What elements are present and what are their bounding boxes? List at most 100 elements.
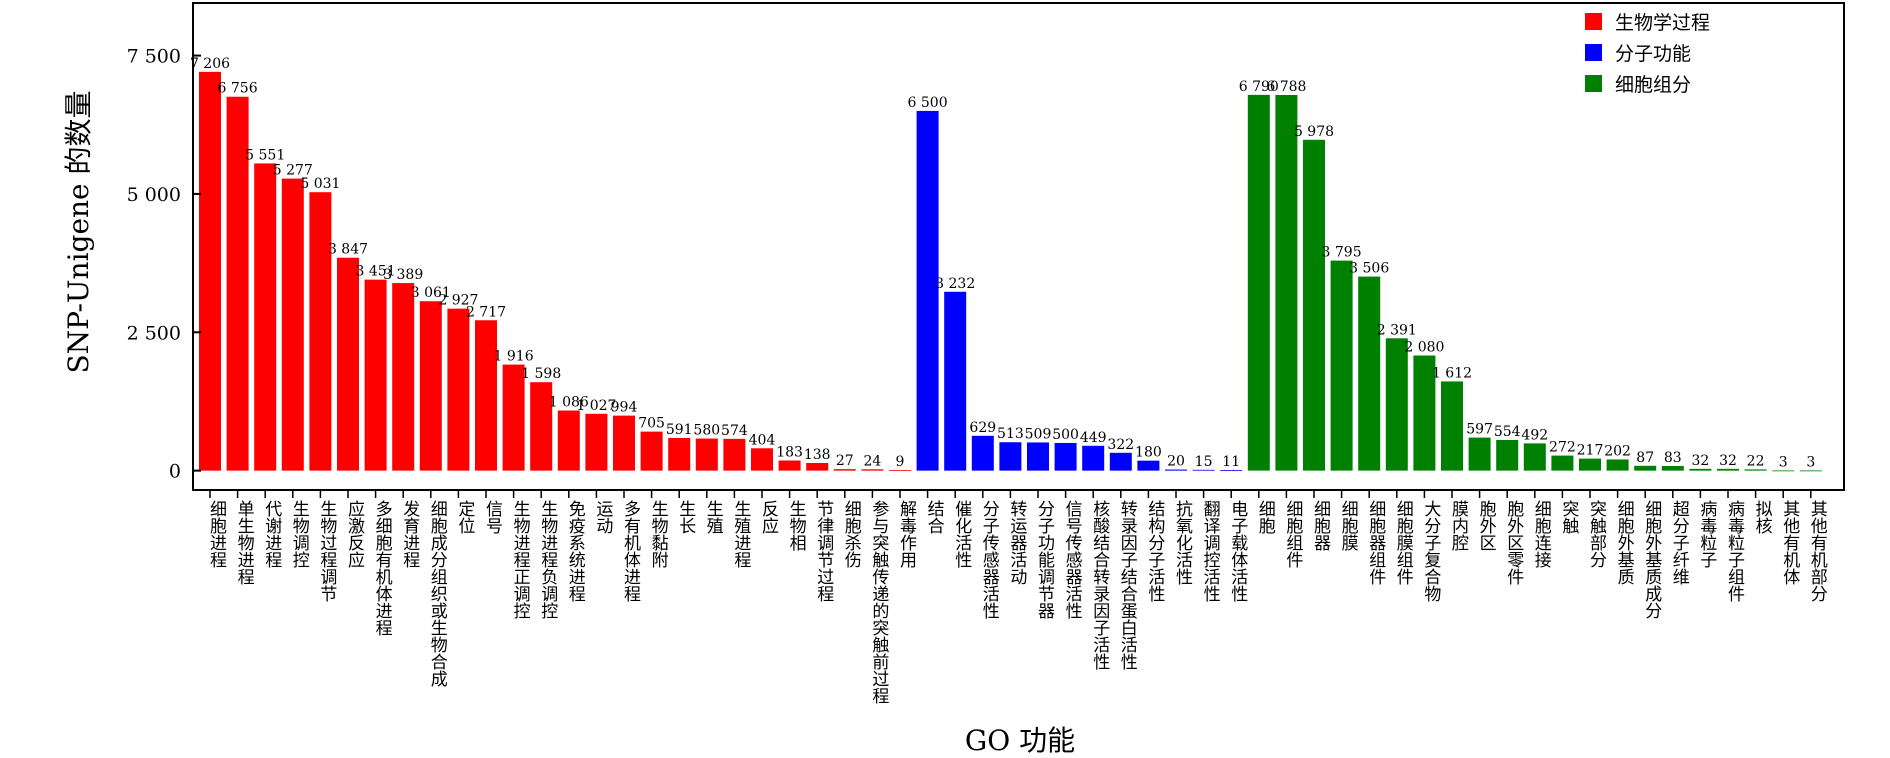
x-tick-label: 胞外区: [1476, 500, 1497, 551]
bar-value-label: 22: [1747, 453, 1765, 469]
legend-label: 分子功能: [1615, 43, 1691, 65]
bar: [1799, 470, 1822, 472]
bar-value-label: 3: [1806, 454, 1815, 470]
x-tick-label: 分子传感器活性: [979, 500, 1000, 619]
bar-value-label: 27: [836, 453, 854, 469]
x-tick-label: 结构分子活性: [1144, 500, 1165, 602]
bar-value-label: 3 061: [411, 285, 451, 301]
y-tick-label: 5 000: [127, 184, 181, 206]
y-axis-title: SNP-Unigene 的数量: [62, 90, 95, 373]
x-tick-label: 代谢进程: [261, 500, 282, 568]
x-tick-label: 突触部分: [1586, 500, 1607, 568]
bar: [1772, 470, 1795, 472]
bar: [1717, 468, 1739, 471]
x-tick-label: 信号传感器活性: [1062, 500, 1083, 619]
bar: [806, 462, 829, 471]
x-tick-label: 超分子纤维: [1669, 500, 1690, 585]
bar: [1606, 459, 1629, 471]
legend-label: 细胞组分: [1615, 74, 1691, 96]
x-tick-label: 其他有机部分: [1807, 500, 1828, 602]
legend-swatch: [1585, 75, 1602, 92]
bar-value-label: 3: [1779, 454, 1788, 470]
bar-value-label: 322: [1107, 437, 1134, 453]
x-tick-label: 其他有机体: [1779, 500, 1800, 585]
bar: [916, 110, 939, 471]
bar-value-label: 32: [1719, 453, 1737, 469]
bar-value-label: 15: [1195, 454, 1213, 470]
x-tick-label: 细胞进程: [206, 500, 227, 568]
bar-value-label: 183: [776, 445, 803, 461]
bar: [1109, 452, 1132, 471]
bar: [309, 192, 332, 471]
bar-value-label: 509: [1025, 426, 1052, 442]
bar: [695, 438, 718, 471]
bar-value-label: 217: [1577, 443, 1604, 459]
x-tick-label: 解毒作用: [896, 500, 917, 569]
x-tick-label: 生物调控: [289, 500, 310, 568]
bar: [1247, 94, 1270, 471]
bar: [668, 437, 691, 471]
bar: [1137, 460, 1160, 471]
bar-value-label: 3 389: [383, 267, 423, 283]
bar-value-label: 20: [1167, 454, 1185, 470]
bar-value-label: 2 717: [466, 304, 506, 320]
bar: [1027, 442, 1049, 471]
bar: [337, 257, 359, 471]
bar: [254, 163, 277, 471]
bar: [1413, 355, 1436, 471]
bar-value-label: 87: [1636, 450, 1654, 466]
bar-value-label: 3 506: [1349, 261, 1389, 277]
x-tick-label: 转录因子结合蛋白活性: [1117, 500, 1138, 670]
bar: [723, 438, 746, 471]
x-tick-label: 细胞: [1255, 500, 1276, 535]
bar-value-label: 1 027: [576, 398, 616, 414]
bar: [1303, 139, 1325, 471]
bar-value-label: 24: [863, 453, 881, 469]
x-tick-label: 生殖进程: [730, 500, 751, 568]
bar-value-label: 404: [749, 432, 776, 448]
bar: [502, 364, 525, 471]
x-tick-label: 细胞膜: [1338, 500, 1359, 552]
bar-value-label: 3 451: [356, 264, 396, 280]
x-tick-label: 膜内腔: [1448, 500, 1469, 552]
x-tick-label: 发育进程: [399, 500, 420, 568]
bar-value-label: 2 391: [1377, 322, 1417, 338]
y-axis: 0 2 500 5 000 7 500: [127, 46, 201, 483]
bar-value-label: 5 551: [245, 147, 285, 163]
x-tick-label: 生物进程负调控: [537, 500, 558, 619]
x-tick-label: 生殖: [703, 500, 724, 534]
bar-value-label: 32: [1691, 453, 1709, 469]
bar-value-label: 6 790: [1239, 79, 1279, 95]
bar: [1192, 469, 1215, 471]
bar: [613, 415, 635, 471]
legend-swatch: [1585, 13, 1602, 30]
bar-value-label: 5 277: [273, 163, 313, 179]
bar: [447, 308, 470, 471]
bar-value-label: 5 978: [1294, 124, 1334, 140]
y-tick-label: 0: [169, 461, 181, 483]
x-tick-label: 多有机体进程: [620, 500, 641, 602]
bar: [392, 283, 415, 471]
bar-value-label: 2 080: [1404, 340, 1444, 356]
bar: [1385, 338, 1408, 471]
x-tick-label: 细胞杀伤: [841, 500, 862, 568]
x-tick-label: 生物进程正调控: [510, 500, 531, 619]
bar: [889, 470, 911, 471]
bar: [1468, 437, 1491, 471]
bar-value-label: 574: [721, 423, 748, 439]
x-axis: 细胞进程 单生物进程 代谢进程 生物调控 生物过程调节 应激反应 多细胞有机体进程 发育进程细…: [206, 490, 1827, 704]
x-tick-label: 信号: [482, 500, 503, 535]
x-tick-label: 电子载体活性: [1227, 500, 1248, 602]
bar: [1744, 469, 1767, 471]
bar-value-label: 705: [638, 416, 665, 432]
x-axis-title: GO 功能: [965, 724, 1075, 757]
bar: [226, 96, 249, 471]
bar-value-label: 597: [1466, 422, 1493, 438]
x-tick-label: 生物相: [786, 500, 807, 551]
bar-value-label: 1 916: [494, 349, 534, 365]
bar: [1082, 445, 1105, 471]
bar-value-label: 3 847: [328, 242, 368, 258]
x-tick-label: 生长: [675, 500, 696, 534]
